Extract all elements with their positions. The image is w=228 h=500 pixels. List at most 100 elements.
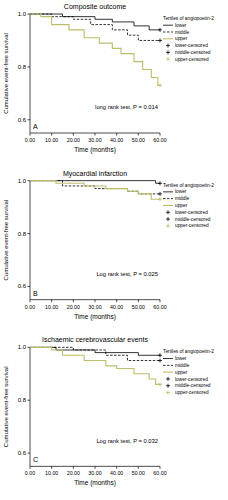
y-tick <box>28 347 31 348</box>
y-tick <box>28 286 31 287</box>
panel: Myocardial infarction0.60.81.00.0010.002… <box>3 170 214 321</box>
legend-swatch <box>163 205 173 206</box>
legend-swatch <box>166 377 170 381</box>
survival-curve <box>30 181 160 200</box>
x-tick <box>73 300 74 303</box>
annotation: long rank test, P = 0.014 <box>95 104 159 110</box>
y-tick <box>28 119 31 120</box>
survival-curve <box>30 347 160 355</box>
x-tick <box>73 466 74 469</box>
panel: Ischaemic cerebrovascular events0.60.81.… <box>3 336 214 487</box>
plot-area <box>30 181 162 202</box>
x-tick <box>160 466 161 469</box>
y-axis-label: Cumulative event-free survival <box>3 33 9 114</box>
x-axis-label: Time (months) <box>74 313 116 321</box>
annotation: Log rank test, P = 0.032 <box>96 438 158 444</box>
x-tick-label: 50.00 <box>132 304 145 310</box>
chart-title: Myocardial infarction <box>63 170 127 178</box>
x-tick <box>95 133 96 136</box>
y-axis-label: Cumulative event-free survival <box>3 200 9 281</box>
panel-label: C <box>33 456 38 463</box>
legend-label: middle <box>175 196 189 201</box>
y-axis <box>30 347 31 466</box>
legend-swatch <box>166 224 170 228</box>
x-tick <box>116 300 117 303</box>
x-tick-label: 10.00 <box>45 304 58 310</box>
x-tick-label: 30.00 <box>88 304 101 310</box>
legend-label: middle-censored <box>175 383 211 388</box>
x-tick-label: 60.00 <box>153 137 166 143</box>
survival-curve <box>30 181 160 194</box>
survival-curve <box>30 14 160 85</box>
legend-label: upper-censored <box>175 223 209 228</box>
legend-label: middle <box>175 363 189 368</box>
y-tick-label: 0.8 <box>18 64 27 70</box>
y-tick <box>28 400 31 401</box>
y-tick <box>28 66 31 67</box>
y-tick <box>28 233 31 234</box>
x-tick-label: 30.00 <box>88 137 101 143</box>
legend-swatch <box>163 198 173 199</box>
censor-mark <box>158 181 162 185</box>
x-tick <box>30 466 31 469</box>
legend-label: lower <box>175 23 187 28</box>
x-tick <box>51 300 52 303</box>
y-axis-label: Cumulative event-free survival <box>3 366 9 447</box>
survival-curve <box>30 347 160 384</box>
plot-area <box>30 14 162 87</box>
legend-swatch <box>163 365 173 366</box>
legend-swatch <box>163 25 173 26</box>
x-tick-label: 0.00 <box>25 137 35 143</box>
x-tick <box>160 300 161 303</box>
background <box>0 0 228 500</box>
legend-swatch <box>163 191 173 192</box>
censor-mark <box>158 192 162 196</box>
y-tick <box>28 453 31 454</box>
x-tick <box>30 300 31 303</box>
x-tick <box>95 300 96 303</box>
legend-label: middle-censored <box>175 50 211 55</box>
legend-swatch <box>166 44 170 48</box>
x-tick-label: 20.00 <box>67 304 80 310</box>
x-tick <box>30 133 31 136</box>
censor-mark <box>158 353 162 357</box>
x-tick <box>51 133 52 136</box>
chart-title: Composite outcome <box>64 3 126 11</box>
legend-label: lower-censored <box>175 377 208 382</box>
censor-mark <box>158 197 162 201</box>
y-tick-label: 1.0 <box>18 344 27 350</box>
x-tick <box>95 466 96 469</box>
x-tick <box>116 466 117 469</box>
y-tick-label: 0.8 <box>18 231 27 237</box>
y-tick <box>28 14 31 15</box>
legend-swatch <box>166 57 170 61</box>
y-axis <box>30 181 31 300</box>
x-tick <box>160 133 161 136</box>
x-tick <box>116 133 117 136</box>
legend-swatch <box>166 217 170 221</box>
legend-swatch <box>166 50 170 54</box>
legend-swatch <box>166 210 170 214</box>
survival-curve <box>30 14 160 40</box>
legend-swatch <box>166 384 170 388</box>
y-axis <box>30 14 31 133</box>
legend-swatch <box>166 391 170 395</box>
y-tick-label: 0.6 <box>18 117 27 123</box>
censor-mark <box>158 382 162 386</box>
figure: Composite outcome 0.6 0.8 1.0 0.00 10.00 20.00… <box>0 0 228 500</box>
panel-label: A <box>33 123 38 130</box>
legend-label: upper <box>175 370 188 375</box>
x-tick-label: 60.00 <box>153 470 166 476</box>
x-tick-label: 10.00 <box>45 470 58 476</box>
x-tick-label: 60.00 <box>153 304 166 310</box>
x-axis-label: Time (months) <box>74 146 116 154</box>
censor-mark <box>158 359 162 363</box>
legend-title: Tertiles of angiopoetin-2 <box>163 349 214 354</box>
y-tick-label: 0.6 <box>18 283 27 289</box>
y-tick-label: 0.8 <box>18 397 27 403</box>
legend-label: lower <box>175 356 187 361</box>
x-tick <box>138 300 139 303</box>
censor-mark <box>158 28 162 32</box>
x-tick-label: 40.00 <box>110 470 123 476</box>
x-tick <box>138 466 139 469</box>
